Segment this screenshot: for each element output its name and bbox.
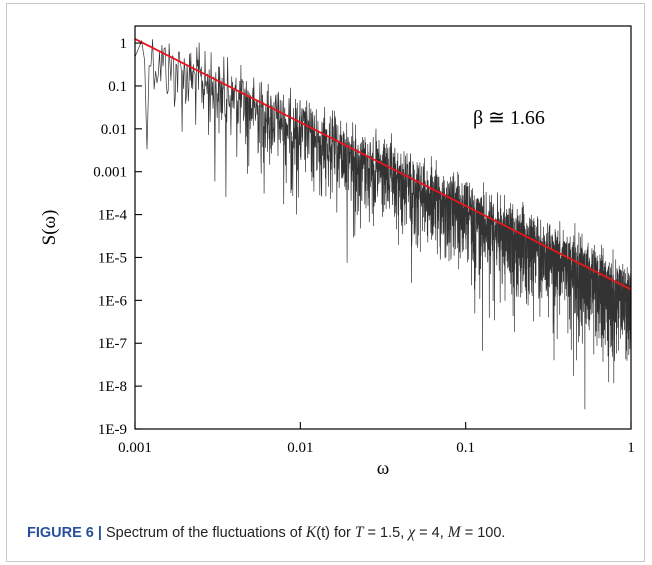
y-axis: 1 0.1 0.01 0.001 1E-4 1E-5 1E-6 1E-7 1E-8 1E-9 — [93, 36, 142, 438]
y-tick-label: 1E-5 — [98, 250, 127, 266]
x-tick-label: 0.01 — [287, 440, 313, 456]
fit-line — [134, 38, 632, 291]
figure-frame: 0.001 0.01 0.1 1 1 0.1 0.01 0.001 1E-4 1E-5 1E-6 1… — [6, 3, 645, 562]
y-tick-label: 0.1 — [108, 79, 127, 95]
y-tick-label: 1E-7 — [98, 336, 128, 352]
beta-annotation: β ≅ 1.66 — [473, 107, 545, 129]
y-tick-label: 0.01 — [101, 122, 127, 138]
plot-area — [134, 25, 632, 430]
caption-separator: | — [97, 525, 102, 541]
caption-k-symbol: K — [305, 524, 317, 541]
x-axis: 0.001 0.01 0.1 1 — [118, 422, 635, 456]
spectrum-line — [134, 39, 632, 410]
x-tick-label: 1 — [627, 440, 635, 456]
caption-label: FIGURE 6 — [27, 525, 94, 541]
x-axis-title: ω — [377, 458, 390, 479]
spectrum-chart: 0.001 0.01 0.1 1 10.10.010.0011E-41E-51E-61… — [39, 25, 635, 479]
caption-k-arg: (t) — [316, 525, 330, 541]
y-tick-label: 0.001 — [93, 165, 127, 181]
y-axis-title: S(ω) — [39, 210, 60, 246]
x-tick-label: 0.1 — [456, 440, 475, 456]
caption-text-a: Spectrum of the fluctuations of — [106, 525, 306, 541]
spectrum-series — [134, 39, 632, 410]
y-tick-label: 1 — [120, 36, 128, 52]
caption-m-symbol: M — [447, 524, 461, 541]
figure-caption: FIGURE 6 | Spectrum of the fluctuations … — [27, 524, 647, 542]
y-tick-label: 1E-4 — [98, 208, 128, 224]
y-tick-label: 1E-9 — [98, 422, 127, 438]
x-tick-label: 0.001 — [118, 440, 152, 456]
caption-text-b: for — [329, 525, 355, 541]
caption-t-symbol: T — [354, 524, 364, 541]
y-tick-label: 1E-8 — [98, 379, 127, 395]
y-tick-label: 1E-6 — [98, 293, 128, 309]
caption-t-value: = 1.5, — [363, 525, 409, 541]
caption-chi-value: = 4, — [415, 525, 448, 541]
caption-m-value: = 100. — [460, 525, 506, 541]
caption-chi-symbol: χ — [408, 524, 416, 541]
